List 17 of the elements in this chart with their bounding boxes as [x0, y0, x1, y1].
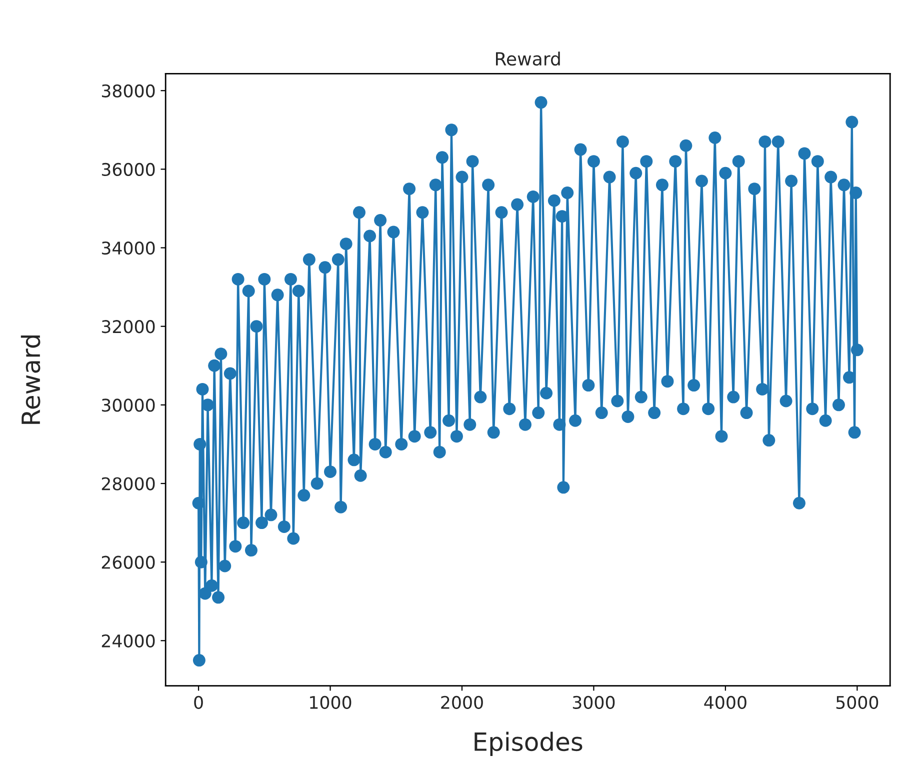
- y-tick-label: 30000: [102, 398, 155, 412]
- y-tick-label: 26000: [102, 556, 155, 569]
- y-axis-title: Reward: [20, 335, 40, 424]
- x-tick-label: 4000: [704, 696, 746, 709]
- x-tick-label: 3000: [572, 696, 615, 709]
- x-tick-label: 0: [194, 696, 203, 709]
- x-tick-label: 5000: [836, 696, 878, 709]
- y-tick-label: 38000: [102, 84, 155, 98]
- y-tick-label: 36000: [102, 162, 155, 176]
- chart-title: Reward: [496, 52, 560, 66]
- y-tick-label: 28000: [102, 477, 155, 490]
- y-tick-label: 34000: [102, 241, 155, 255]
- x-axis-title: Episodes: [474, 732, 582, 756]
- y-tick-label: 24000: [102, 634, 155, 648]
- y-tick-label: 32000: [102, 320, 155, 334]
- x-tick-label: 1000: [310, 696, 352, 709]
- x-tick-label: 2000: [441, 696, 483, 709]
